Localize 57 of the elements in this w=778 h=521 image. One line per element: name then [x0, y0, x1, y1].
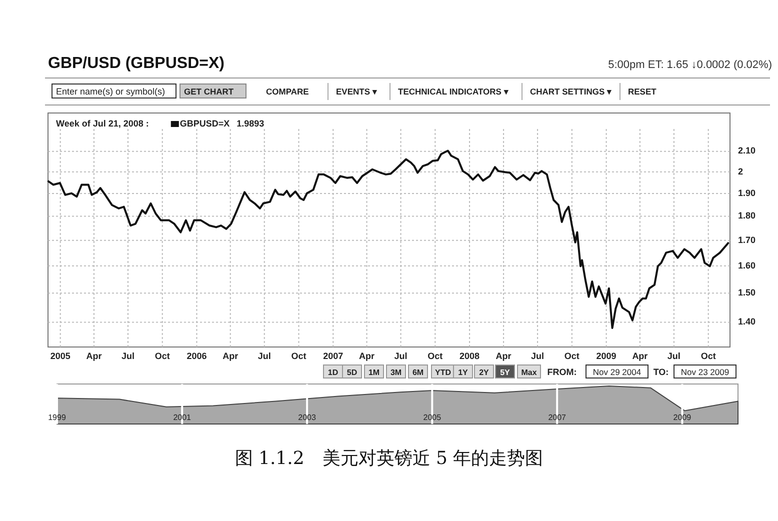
text: TO:	[653, 367, 669, 377]
x-tick-label: Oct	[564, 351, 580, 361]
x-tick-label: 1999	[48, 413, 66, 422]
text: 5:00pm ET: 1.65 ↓0.0002 (0.02%)	[608, 59, 772, 71]
x-tick-label: Apr	[222, 351, 239, 361]
text: 5Y	[500, 368, 511, 377]
x-tick-label: Oct	[291, 351, 306, 361]
text: 1Y	[458, 368, 469, 377]
x-tick-label: Apr	[86, 351, 102, 361]
text: 3M	[390, 368, 402, 377]
y-tick-label: 1.50	[738, 288, 756, 298]
text: YTD	[435, 368, 452, 377]
chart-title: GBP/USD (GBPUSD=X)	[48, 55, 224, 72]
annotation: Week of Jul 21, 2008 :	[56, 118, 149, 128]
x-tick-label: 2009	[596, 351, 616, 361]
text: Nov 23 2009	[680, 367, 730, 377]
text: 5D	[346, 368, 358, 377]
line-series	[47, 150, 730, 329]
x-tick-label: 2006	[186, 351, 207, 361]
x-tick-label: Jul	[121, 351, 134, 361]
x-tick-label: Apr	[359, 351, 376, 361]
text: 1M	[368, 368, 380, 377]
text: FROM:	[547, 367, 577, 377]
y-tick-label: 1.90	[738, 188, 756, 198]
y-tick-label: 1.70	[738, 234, 756, 245]
text: CHART SETTINGS ▾	[530, 86, 612, 96]
text: 2Y	[479, 368, 490, 377]
x-tick-label: Apr	[632, 351, 648, 361]
text: GET CHART	[184, 86, 234, 96]
y-tick-label: 1.40	[738, 316, 756, 327]
x-tick-label: 2005	[50, 351, 70, 361]
legend-label: GBPUSD=X	[180, 118, 230, 128]
text: EVENTS ▾	[336, 86, 378, 96]
x-tick-label: Jul	[667, 351, 680, 361]
x-tick-label: 2007	[323, 351, 344, 361]
text: Max	[521, 368, 538, 377]
x-tick-label: Oct	[428, 351, 443, 361]
text: Enter name(s) or symbol(s)	[56, 86, 166, 96]
y-tick-label: 2.10	[738, 146, 756, 156]
y-tick-label: 2	[738, 166, 744, 176]
text: Nov 29 2004	[592, 367, 642, 377]
x-tick-label: Oct	[700, 351, 716, 361]
text: RESET	[628, 86, 658, 96]
text: 6M	[412, 368, 424, 377]
x-tick-label: Apr	[496, 351, 512, 361]
x-tick-label: 2008	[460, 351, 480, 361]
x-tick-label: Oct	[154, 351, 170, 361]
text: 1D	[328, 368, 338, 377]
caption: 图 1.1.2 美元对英镑近 5 年的走势图	[234, 448, 544, 469]
x-tick-label: Jul	[258, 351, 271, 361]
text: COMPARE	[266, 86, 310, 96]
y-tick-label: 1.60	[738, 260, 756, 270]
x-tick-label: Jul	[394, 351, 408, 361]
x-tick-label: Jul	[531, 351, 544, 361]
annotation: 1.9893	[236, 118, 264, 128]
text: TECHNICAL INDICATORS ▾	[398, 86, 509, 96]
y-tick-label: 1.80	[738, 210, 756, 221]
